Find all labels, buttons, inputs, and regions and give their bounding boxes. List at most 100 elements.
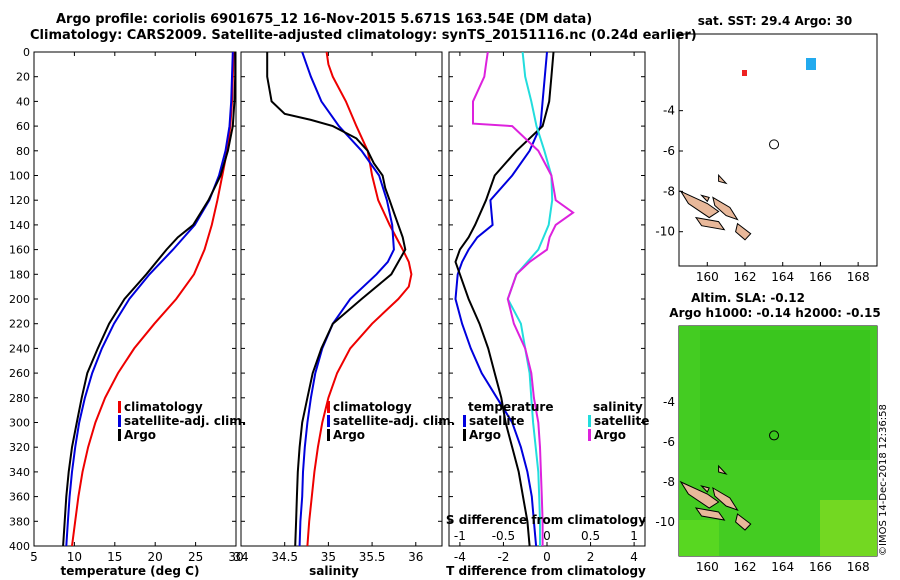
depth-tick-label: 280 [9, 392, 30, 405]
depth-tick-label: 320 [9, 441, 30, 454]
depth-tick-label: 80 [16, 145, 30, 158]
tdiff-legend-swatch [463, 415, 466, 427]
sla-map-x-tick-label: 166 [809, 560, 832, 574]
salinity-x-tick-label: 36 [408, 550, 423, 564]
salinity-x-tick-label: 35 [321, 550, 336, 564]
tdiff-x-tick-label: 0 [543, 550, 551, 564]
temperature-legend-entry: Argo [124, 428, 156, 442]
sst-map-x-tick-label: 162 [734, 270, 757, 284]
sdiff-tick-label: -0.5 [492, 529, 515, 543]
temperature-x-tick-label: 25 [188, 550, 203, 564]
tdiff-legend-heading: temperature [468, 400, 553, 414]
sdiff-tick-label: -1 [454, 529, 466, 543]
series-satellite-adj-clim- [65, 52, 234, 546]
sla-map-x-tick-label: 168 [847, 560, 870, 574]
temperature-x-tick-label: 20 [148, 550, 163, 564]
depth-tick-label: 140 [9, 219, 30, 232]
depth-tick-label: 240 [9, 342, 30, 355]
depth-tick-label: 60 [16, 120, 30, 133]
sla-map-title: Altim. SLA: -0.12 [691, 291, 805, 305]
depth-tick-label: 360 [9, 491, 30, 504]
temperature-legend-swatch [118, 415, 121, 427]
island [712, 196, 739, 221]
island [700, 485, 710, 493]
series-satellite-adj-clim- [298, 52, 395, 546]
island [694, 216, 726, 231]
sdiff-legend-swatch [588, 429, 591, 441]
temperature-legend-swatch [118, 429, 121, 441]
series-temperature-argo [454, 52, 555, 546]
depth-tick-label: 180 [9, 268, 30, 281]
sdiff-legend-entry: Argo [594, 428, 626, 442]
salinity-x-tick-label: 34.5 [271, 550, 298, 564]
island [735, 222, 752, 241]
sdiff-legend-entry: satellite [594, 414, 649, 428]
sdiff-axis-label: S difference from climatology [446, 513, 646, 527]
island [718, 173, 728, 185]
island [712, 486, 739, 511]
sst-map-x-tick-label: 160 [696, 270, 719, 284]
tdiff-legend-entry: satellite [469, 414, 524, 428]
salinity-x-tick-label: 35.5 [359, 550, 386, 564]
figure-title-line-1: Argo profile: coriolis 6901675_12 16-Nov… [56, 12, 593, 27]
depth-tick-label: 100 [9, 170, 30, 183]
depth-tick-label: 400 [9, 540, 30, 553]
sla-map-y-tick-label: -4 [663, 395, 675, 409]
depth-tick-label: 340 [9, 466, 30, 479]
salinity-legend-entry: climatology [333, 400, 412, 414]
sst-map-frame [678, 33, 878, 267]
sla-high [679, 520, 719, 556]
sst-cold-patch [806, 58, 816, 70]
depth-tick-label: 160 [9, 244, 30, 257]
temperature-axis-label: temperature (deg C) [61, 564, 200, 578]
island [679, 480, 720, 509]
series-temperature-satellite [454, 52, 548, 546]
sla-shade [700, 330, 870, 460]
island [700, 194, 710, 203]
sst-warm-pixel [742, 70, 747, 76]
depth-tick-label: 0 [23, 46, 30, 59]
temperature-legend-swatch [118, 401, 121, 413]
sla-map-x-tick-label: 162 [734, 560, 757, 574]
series-argo [266, 52, 407, 546]
figure-title-line-2: Climatology: CARS2009. Satellite-adjuste… [30, 28, 697, 43]
salinity-axis-label: salinity [309, 564, 359, 578]
depth-tick-label: 40 [16, 95, 30, 108]
sst-map-title: sat. SST: 29.4 Argo: 30 [698, 14, 852, 28]
salinity-legend-swatch [327, 415, 330, 427]
temperature-x-tick-label: 30 [228, 550, 243, 564]
salinity-legend-entry: satellite-adj. clim. [333, 414, 455, 428]
series-climatology [306, 52, 413, 546]
series-climatology [71, 52, 235, 546]
depth-tick-label: 120 [9, 194, 30, 207]
sst-map-y-tick-label: -6 [663, 144, 675, 158]
temperature-legend-entry: satellite-adj. clim. [124, 414, 246, 428]
depth-tick-label: 20 [16, 71, 30, 84]
sdiff-tick-label: 1 [630, 529, 638, 543]
temperature-x-tick-label: 10 [67, 550, 82, 564]
salinity-panel-frame [240, 51, 443, 547]
tdiff-legend-swatch [463, 429, 466, 441]
sla-map-subtitle: Argo h1000: -0.14 h2000: -0.15 [669, 306, 880, 320]
sst-map-field [742, 40, 876, 85]
salinity-legend-entry: Argo [333, 428, 365, 442]
sst-map-y-tick-label: -10 [655, 225, 675, 239]
argo-position-marker [769, 430, 780, 441]
cloud-gap [860, 40, 876, 58]
salinity-legend-swatch [327, 401, 330, 413]
island [694, 507, 726, 521]
sdiff-legend-swatch [588, 415, 591, 427]
tdiff-x-tick-label: -2 [497, 550, 509, 564]
depth-tick-label: 260 [9, 367, 30, 380]
series-salinity-argo [472, 52, 575, 546]
tdiff-x-tick-label: 2 [587, 550, 595, 564]
island [679, 190, 720, 219]
series-salinity-satellite [506, 52, 554, 546]
depth-tick-label: 200 [9, 293, 30, 306]
tdiff-x-tick-label: -4 [454, 550, 466, 564]
tdiff-axis-label: T difference from climatology [446, 564, 646, 578]
sst-map-y-tick-label: -4 [663, 104, 675, 118]
series-argo [62, 52, 236, 546]
temperature-panel-frame [33, 51, 237, 547]
sdiff-tick-label: 0 [543, 529, 551, 543]
